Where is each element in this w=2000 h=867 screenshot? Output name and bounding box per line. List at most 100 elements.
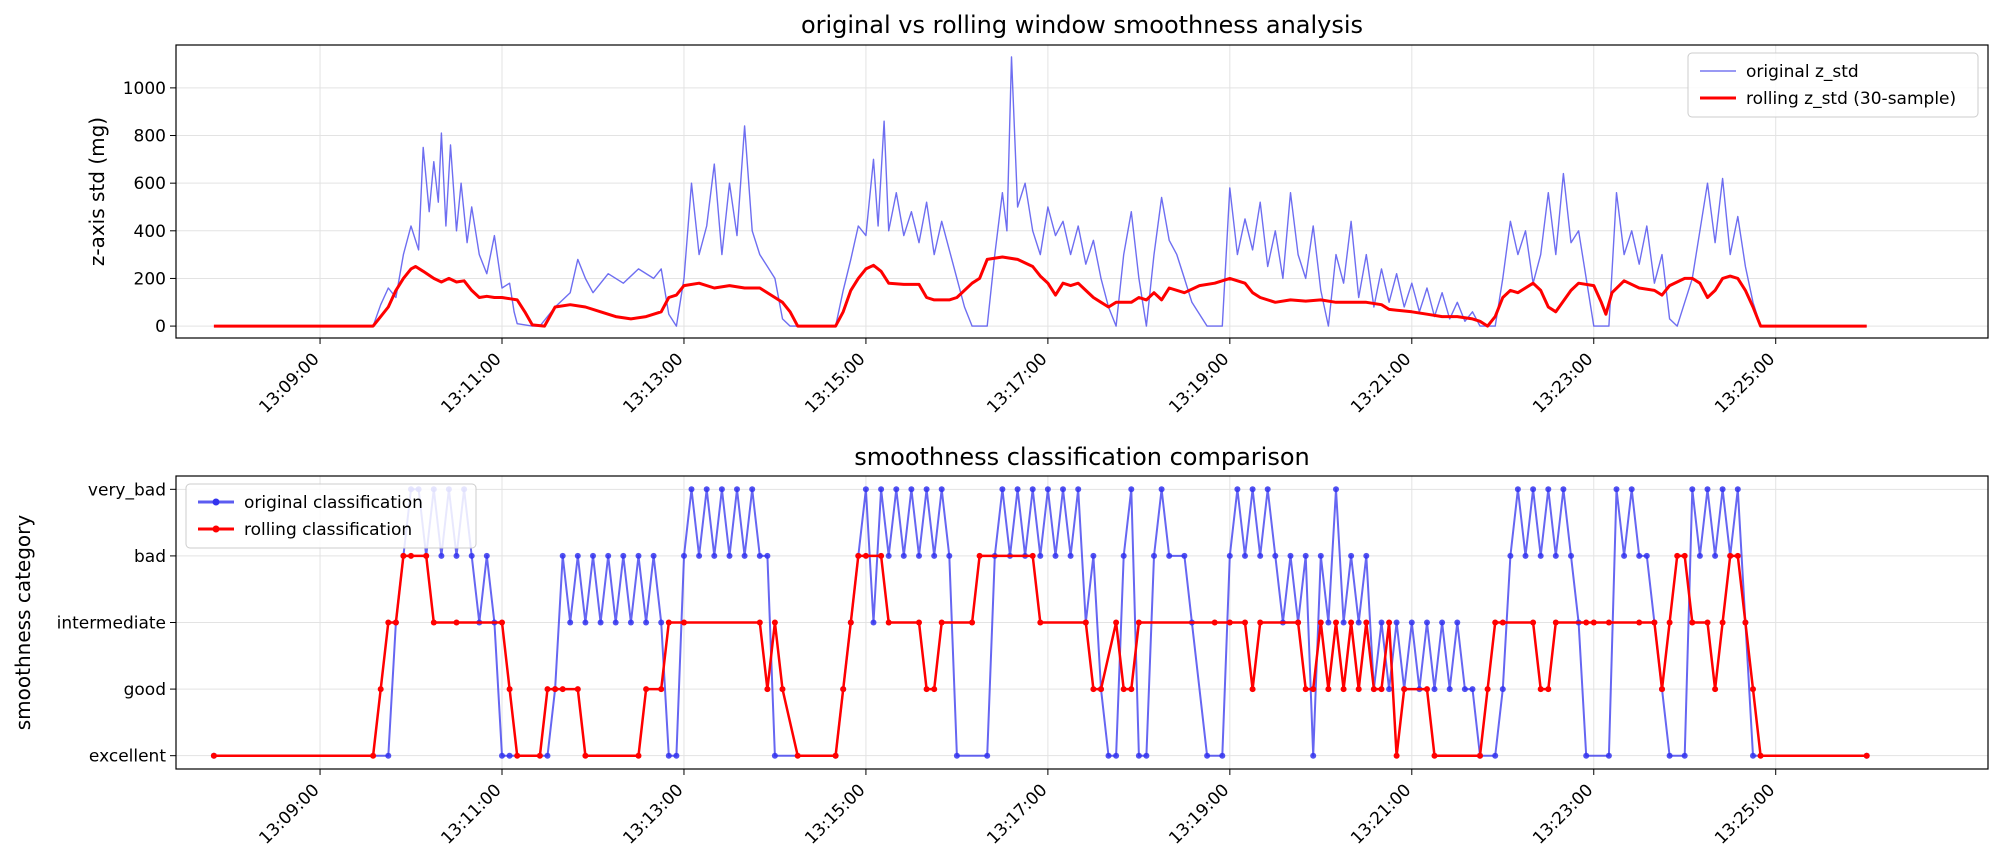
data-point <box>1734 486 1741 493</box>
data-point <box>1431 752 1438 759</box>
legend-marker <box>212 498 220 506</box>
data-point <box>862 552 869 559</box>
data-point <box>938 486 945 493</box>
data-point <box>1750 752 1756 759</box>
data-point <box>1477 752 1483 759</box>
data-point <box>1613 486 1620 493</box>
data-point <box>1166 552 1173 559</box>
data-point <box>1583 619 1590 626</box>
data-point <box>946 552 953 559</box>
data-point <box>635 752 642 759</box>
data-point <box>1522 552 1529 559</box>
y-tick-label: 200 <box>134 269 166 289</box>
series-group <box>213 56 1867 328</box>
series-group <box>210 486 1870 759</box>
data-point <box>862 486 869 493</box>
data-point <box>870 619 877 626</box>
data-point <box>984 752 991 759</box>
data-point <box>1113 752 1120 759</box>
data-point <box>1029 486 1036 493</box>
data-point <box>1325 619 1332 626</box>
data-point <box>1863 752 1870 759</box>
top-chart: 0 200 400 600 800 1000 13:09:00 13:11:00 13:13:0… <box>85 11 1989 418</box>
data-point <box>1226 619 1233 626</box>
data-point <box>1659 686 1665 693</box>
data-point <box>1363 552 1370 559</box>
data-point <box>1029 552 1036 559</box>
series-rolling <box>210 552 1870 759</box>
data-point <box>1386 686 1393 693</box>
data-point <box>544 752 551 759</box>
data-point <box>1348 552 1355 559</box>
data-point <box>643 686 650 693</box>
legend-box <box>185 483 477 549</box>
data-point <box>1439 619 1446 626</box>
x-tick-label: 13:17:00 <box>983 780 1051 848</box>
data-point <box>1378 686 1385 693</box>
data-point <box>1393 752 1400 759</box>
y-tick-label: good <box>124 680 166 700</box>
legend-box <box>1687 52 1979 118</box>
data-point <box>665 752 672 759</box>
data-point <box>764 552 771 559</box>
data-point <box>627 619 634 626</box>
data-point <box>931 686 938 693</box>
data-point <box>1378 619 1385 626</box>
data-point <box>1333 619 1339 626</box>
data-point <box>1219 752 1226 759</box>
data-point <box>726 552 733 559</box>
data-point <box>771 619 778 626</box>
data-point <box>574 686 581 693</box>
data-point <box>1226 552 1233 559</box>
data-point <box>885 552 892 559</box>
data-point <box>1302 552 1309 559</box>
data-point <box>1621 552 1628 559</box>
data-point <box>878 552 885 559</box>
data-point <box>1530 619 1537 626</box>
data-point <box>1135 752 1142 759</box>
y-tick-label: 400 <box>134 222 166 242</box>
data-point <box>1075 486 1082 493</box>
legend: original classification rolling classific… <box>185 483 477 549</box>
data-point <box>1158 486 1165 493</box>
data-point <box>1317 552 1324 559</box>
legend-item: rolling classification <box>198 520 412 540</box>
data-point <box>931 552 938 559</box>
data-point <box>1712 552 1719 559</box>
data-point <box>1052 552 1059 559</box>
data-point <box>1090 552 1097 559</box>
series-line <box>213 554 1867 757</box>
data-point <box>1204 752 1211 759</box>
data-point <box>370 752 377 759</box>
data-point <box>506 752 513 759</box>
series-rolling <box>213 255 1867 328</box>
data-point <box>658 686 665 693</box>
data-point <box>1689 486 1696 493</box>
y-tick-label: 0 <box>155 317 166 337</box>
data-point <box>1082 619 1089 626</box>
data-point <box>1060 486 1066 493</box>
data-point <box>688 486 695 493</box>
data-point <box>1310 686 1317 693</box>
y-axis: 0 200 400 600 800 1000 <box>123 79 176 337</box>
data-point <box>1484 686 1491 693</box>
x-axis: 13:09:00 13:11:00 13:13:00 13:15:00 13:17:00… <box>255 769 1779 849</box>
bottom-chart: excellent good intermediate bad very_bad 13:0… <box>11 443 1989 849</box>
data-point <box>771 752 778 759</box>
data-point <box>1530 486 1537 493</box>
x-axis: 13:09:00 13:11:00 13:13:00 13:15:00 13:17:00… <box>255 338 1779 418</box>
data-point <box>1719 619 1726 626</box>
data-point <box>916 619 922 626</box>
data-point <box>779 686 786 693</box>
data-point <box>1317 619 1324 626</box>
data-point <box>385 752 392 759</box>
data-point <box>1355 619 1362 626</box>
legend-marker <box>212 525 220 533</box>
data-point <box>1689 619 1696 626</box>
data-point <box>210 752 217 759</box>
data-point <box>703 486 710 493</box>
x-tick-label: 13:21:00 <box>1347 349 1415 417</box>
data-point <box>1560 486 1567 493</box>
data-point <box>536 752 543 759</box>
